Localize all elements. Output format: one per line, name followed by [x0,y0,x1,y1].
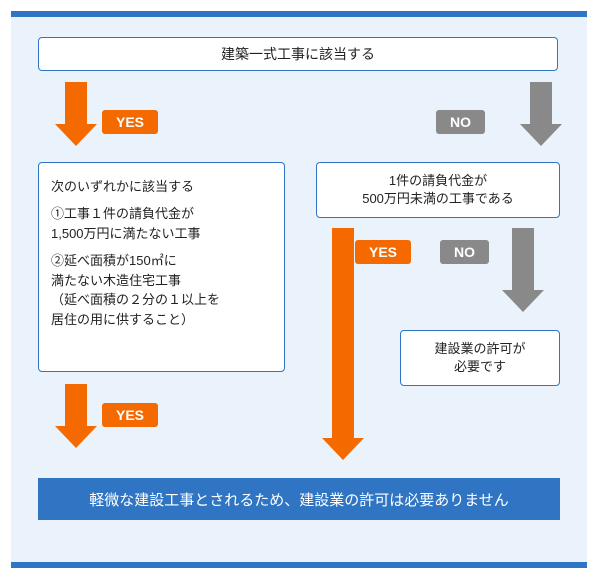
result-bar-text: 軽微な建設工事とされるため、建設業の許可は必要ありません [89,489,509,510]
node-permit-required: 建設業の許可が必要です [400,330,560,386]
flowchart-canvas: 建築一式工事に該当する YES NO 次のいずれかに該当する①工事１件の請負代金… [0,0,600,579]
node-root-text: 建築一式工事に該当する [221,44,375,64]
label-yes-3: YES [355,240,411,264]
label-yes-3-text: YES [369,244,397,260]
arrow-yes-2 [55,384,97,448]
label-yes-2-text: YES [116,407,144,423]
arrow-no-1 [520,82,562,146]
label-yes-1-text: YES [116,114,144,130]
label-yes-1: YES [102,110,158,134]
node-right-question: 1件の請負代金が500万円未満の工事である [316,162,560,218]
node-root: 建築一式工事に該当する [38,37,558,71]
arrow-yes-1 [55,82,97,146]
node-left-criteria-text: 次のいずれかに該当する①工事１件の請負代金が1,500万円に満たない工事②延べ面… [51,177,220,329]
result-bar: 軽微な建設工事とされるため、建設業の許可は必要ありません [38,478,560,520]
arrow-no-2 [502,228,544,312]
label-yes-2: YES [102,403,158,427]
node-left-criteria: 次のいずれかに該当する①工事１件の請負代金が1,500万円に満たない工事②延べ面… [38,162,285,372]
outer-border-bottom [11,562,587,568]
label-no-1: NO [436,110,485,134]
label-no-2: NO [440,240,489,264]
label-no-2-text: NO [454,244,475,260]
node-permit-required-text: 建設業の許可が必要です [434,340,525,376]
node-right-question-text: 1件の請負代金が500万円未満の工事である [362,172,514,208]
label-no-1-text: NO [450,114,471,130]
